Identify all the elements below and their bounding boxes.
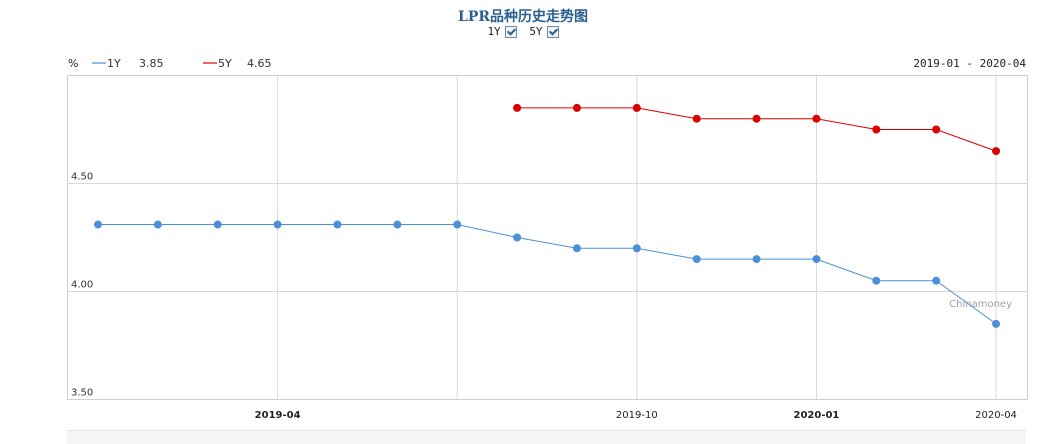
series-line-1y [98,224,997,325]
x-tick-label: 2019-04 [255,410,301,421]
data-point-5y [632,103,641,112]
legend: % 1Y 3.85 5Y 4.65 2019-01 - 2020-04 [68,57,1026,70]
x-axis-labels: 2019-04 2019-10 2020-01 2020-04 [255,410,1017,421]
toggle-5y-label: 5Y [529,25,543,38]
date-range: 2019-01 - 2020-04 [913,57,1026,70]
data-point-1y [94,220,102,229]
chart-title: LPR品种历史走势图 [457,9,588,25]
watermark: Chinamoney [949,299,1012,310]
data-point-1y [333,220,342,229]
data-point-1y [872,276,881,285]
data-point-1y [752,255,761,264]
x-tick-label: 2019-10 [616,410,658,421]
x-tick-label: 2020-01 [793,410,839,421]
data-point-1y [213,220,222,229]
data-point-1y [572,244,581,253]
data-point-5y [992,147,1001,156]
toggle-1y-label: 1Y [487,25,501,38]
data-point-1y [692,255,701,264]
data-point-5y [572,103,581,112]
chart-footer-bar [66,430,1026,444]
data-point-1y [992,319,1001,328]
legend-5y-value: 4.65 [247,57,272,70]
legend-1y-name: 1Y [107,57,121,70]
data-point-5y [692,114,701,123]
data-point-1y [393,220,402,229]
toggle-1y[interactable]: 1Y [487,25,517,38]
y-tick-label: 3.50 [71,388,93,399]
checkbox-5y-icon[interactable] [546,25,559,38]
data-point-5y [752,114,761,123]
data-point-1y [932,276,941,285]
y-axis-labels: 4.50 4.00 3.50 [71,172,93,399]
data-point-1y [632,244,641,253]
checkbox-1y-icon[interactable] [504,25,517,38]
grid-lines [67,75,1028,400]
x-tick-label: 2020-04 [975,410,1017,421]
series-line-5y [517,107,997,152]
y-tick-label: 4.00 [71,280,93,291]
data-point-5y [812,114,821,123]
legend-1y-value: 3.85 [139,57,164,70]
series-toggles: 1Y 5Y [0,25,1046,38]
data-point-1y [153,220,162,229]
data-point-5y [513,103,522,112]
toggle-5y[interactable]: 5Y [529,25,559,38]
data-point-1y [812,255,821,264]
data-point-1y [513,233,522,242]
y-tick-label: 4.50 [71,172,93,183]
unit-label: % [68,57,78,70]
data-point-5y [932,125,941,134]
plot-frame [67,75,1028,400]
data-point-1y [273,220,282,229]
data-point-1y [453,220,462,229]
legend-5y-name: 5Y [218,57,232,70]
series-layer [94,103,1001,328]
data-point-5y [872,125,881,134]
